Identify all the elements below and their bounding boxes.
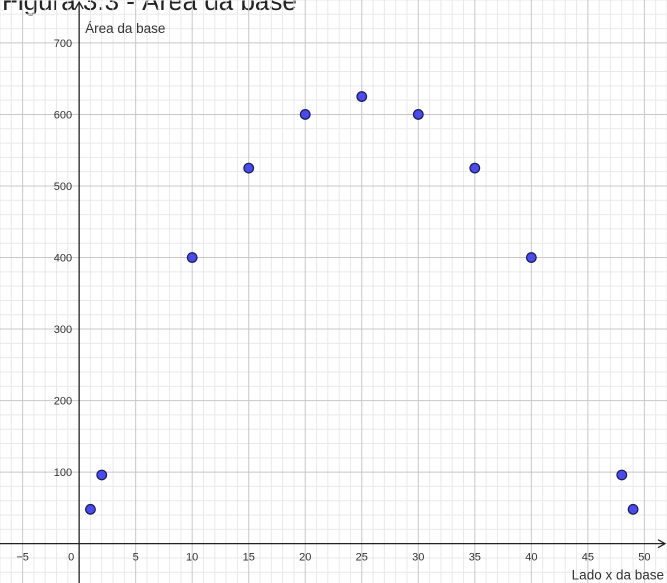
- y-tick-label: 400: [54, 253, 72, 265]
- data-point: [243, 162, 255, 174]
- x-tick-label: 5: [133, 552, 139, 564]
- x-tick-label: 10: [186, 552, 198, 564]
- x-tick-label: 40: [525, 552, 537, 564]
- x-tick-label: −5: [16, 552, 29, 564]
- y-tick-label: 500: [54, 181, 72, 193]
- x-tick-label: 30: [412, 552, 424, 564]
- data-point: [469, 162, 481, 174]
- x-axis-label: Lado x da base: [572, 568, 664, 583]
- data-point: [299, 109, 311, 120]
- y-tick-label: 300: [54, 324, 72, 336]
- y-tick-label: 100: [54, 467, 72, 479]
- x-tick-label: 45: [582, 552, 594, 564]
- x-tick-label: 25: [356, 552, 368, 564]
- data-point: [525, 252, 537, 263]
- x-tick-label: 50: [638, 552, 650, 564]
- y-tick-label: 600: [54, 109, 72, 121]
- data-point: [96, 469, 108, 481]
- data-point: [85, 503, 96, 515]
- y-axis-arrow: [74, 0, 84, 10]
- x-tick-label: 15: [243, 552, 255, 564]
- data-point: [356, 91, 368, 102]
- data-point: [412, 109, 424, 120]
- figure-title: Figura 3.3 - Área da base: [2, 0, 297, 16]
- y-tick-label: 700: [54, 38, 72, 50]
- y-axis-label: Área da base: [85, 21, 165, 36]
- x-tick-label: 0: [68, 552, 74, 564]
- x-tick-label: 20: [299, 552, 311, 564]
- data-point: [186, 252, 198, 263]
- y-tick-label: 200: [54, 396, 72, 408]
- tick-labels: −5 0 5 10 15 20 25 30 35 40 45 50 100 200 300 400 500 600…: [16, 38, 650, 564]
- x-tick-label: 35: [469, 552, 481, 564]
- data-points: [85, 91, 639, 515]
- data-point: [627, 503, 639, 515]
- x-axis-arrow: [657, 539, 667, 549]
- data-point: [616, 469, 628, 481]
